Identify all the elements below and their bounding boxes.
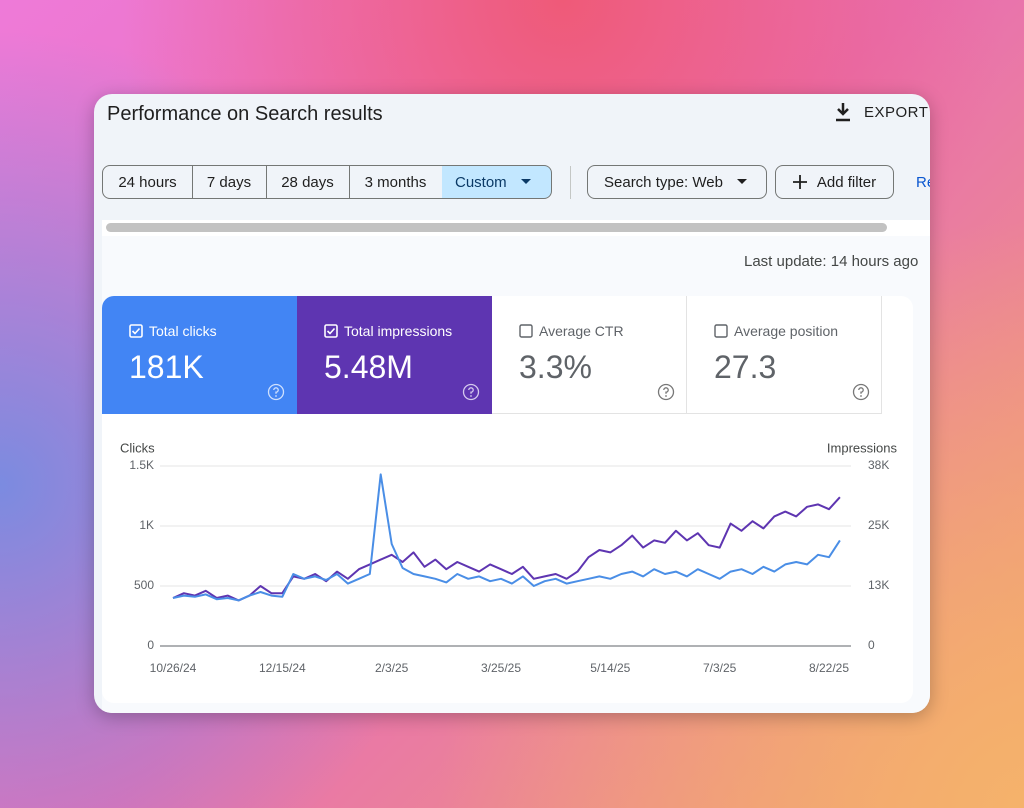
checkbox[interactable]: [324, 324, 338, 338]
range-button[interactable]: 28 days: [266, 165, 350, 199]
metric-value: 5.48M: [324, 349, 413, 385]
report-card: Performance on Search results EXPORT 24 …: [94, 94, 930, 713]
metric-label: Average CTR: [539, 323, 624, 339]
range-button[interactable]: 24 hours: [102, 165, 193, 199]
y2-tick-label: 25K: [868, 518, 889, 532]
x-tick-label: 3/25/25: [481, 661, 521, 675]
metric-value: 181K: [129, 349, 204, 385]
export-button[interactable]: EXPORT: [864, 104, 929, 121]
x-tick-label: 12/15/24: [259, 661, 306, 675]
y2-axis-title: Impressions: [827, 440, 898, 455]
help-icon[interactable]: [462, 383, 480, 401]
add-filter-label: Add filter: [816, 173, 877, 191]
y-tick-label: 0: [147, 638, 154, 652]
range-button[interactable]: 7 days: [192, 165, 267, 199]
range-label: Custom: [455, 173, 507, 191]
metric-tile[interactable]: Total impressions 5.48M: [297, 296, 492, 414]
dropdown-icon: [520, 179, 531, 184]
metric-tile[interactable]: Average CTR 3.3%: [492, 296, 687, 414]
y2-tick-label: 38K: [868, 458, 889, 472]
page-title: Performance on Search results: [107, 103, 383, 125]
metric-label: Average position: [734, 323, 839, 339]
plus-icon: [792, 175, 807, 189]
export-icon[interactable]: [834, 102, 852, 122]
search-type-button[interactable]: Search type: Web: [587, 165, 767, 199]
add-filter-button[interactable]: Add filter: [775, 165, 894, 199]
checkbox[interactable]: [519, 324, 533, 338]
dropdown-icon: [736, 179, 747, 184]
divider: [570, 166, 571, 199]
reset-link[interactable]: Re: [916, 174, 930, 191]
chart-panel: Total clicks 181K Total impressions 5.48…: [102, 296, 913, 703]
help-icon[interactable]: [852, 383, 870, 401]
y-tick-label: 1.5K: [129, 458, 154, 472]
y-axis-title: Clicks: [120, 440, 155, 455]
metric-label: Total impressions: [344, 323, 453, 339]
metric-tile[interactable]: Total clicks 181K: [102, 296, 297, 414]
metric-value: 3.3%: [519, 349, 592, 385]
x-tick-label: 5/14/25: [590, 661, 630, 675]
checkbox[interactable]: [714, 324, 728, 338]
y2-tick-label: 0: [868, 638, 875, 652]
scroll-thumb[interactable]: [106, 223, 887, 232]
x-tick-label: 7/3/25: [703, 661, 737, 675]
series-line: [172, 473, 841, 602]
last-update: Last update: 14 hours ago: [744, 253, 919, 270]
range-button-selected[interactable]: Custom: [442, 165, 552, 199]
x-tick-label: 2/3/25: [375, 661, 409, 675]
checkbox[interactable]: [129, 324, 143, 338]
x-tick-label: 10/26/24: [150, 661, 197, 675]
metric-label: Total clicks: [149, 323, 217, 339]
series-line: [172, 496, 841, 602]
y-tick-label: 1K: [139, 518, 154, 532]
x-tick-label: 8/22/25: [809, 661, 849, 675]
help-icon[interactable]: [657, 383, 675, 401]
metric-tile[interactable]: Average position 27.3: [687, 296, 882, 414]
help-icon[interactable]: [267, 383, 285, 401]
y-tick-label: 500: [134, 578, 154, 592]
metric-value: 27.3: [714, 349, 777, 385]
y2-tick-label: 13K: [868, 578, 889, 592]
search-type-label: Search type: Web: [604, 173, 723, 191]
